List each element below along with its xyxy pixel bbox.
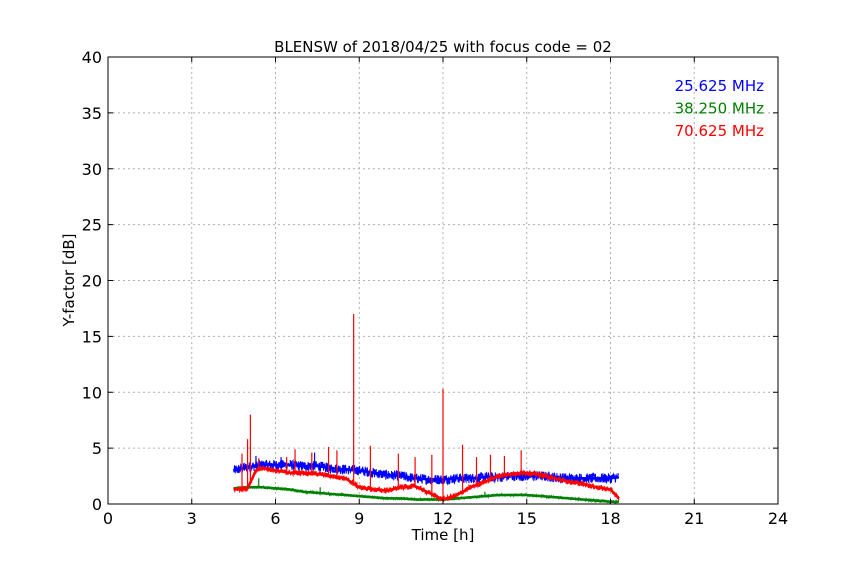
series-trend: [233, 485, 619, 504]
y-axis-label: Y-factor [dB]: [60, 233, 78, 327]
x-tick-label: 3: [187, 509, 197, 528]
x-tick-label: 24: [768, 509, 788, 528]
x-tick-label: 12: [433, 509, 453, 528]
y-tick-label: 20: [82, 272, 102, 291]
x-tick-label: 6: [270, 509, 280, 528]
series-trend: [233, 466, 620, 501]
y-tick-label: 40: [82, 48, 102, 67]
x-tick-label: 21: [684, 509, 704, 528]
legend-entry: 38.250 MHz: [675, 100, 764, 118]
y-tick-label: 15: [82, 327, 102, 346]
series-1: [233, 478, 620, 505]
y-tick-label: 25: [82, 216, 102, 235]
series-layer: [233, 314, 620, 505]
chart-title: BLENSW of 2018/04/25 with focus code = 0…: [274, 38, 612, 56]
series-2: [233, 314, 620, 503]
legend-entry: 25.625 MHz: [675, 77, 764, 95]
x-tick-label: 0: [103, 509, 113, 528]
y-tick-label: 0: [92, 495, 102, 514]
y-tick-label: 10: [82, 383, 102, 402]
y-tick-label: 5: [92, 439, 102, 458]
x-tick-label: 18: [600, 509, 620, 528]
y-tick-label: 35: [82, 104, 102, 123]
legend-entry: 70.625 MHz: [675, 122, 764, 140]
x-tick-label: 9: [354, 509, 364, 528]
ticks: 0 3 6 9 12 15 18 21 24 0 5 10 15 20 25 30 35 40: [82, 48, 789, 528]
x-axis-label: Time [h]: [411, 526, 475, 544]
x-tick-label: 15: [517, 509, 537, 528]
y-tick-label: 30: [82, 160, 102, 179]
legend: 25.625 MHz 38.250 MHz 70.625 MHz: [675, 77, 764, 140]
